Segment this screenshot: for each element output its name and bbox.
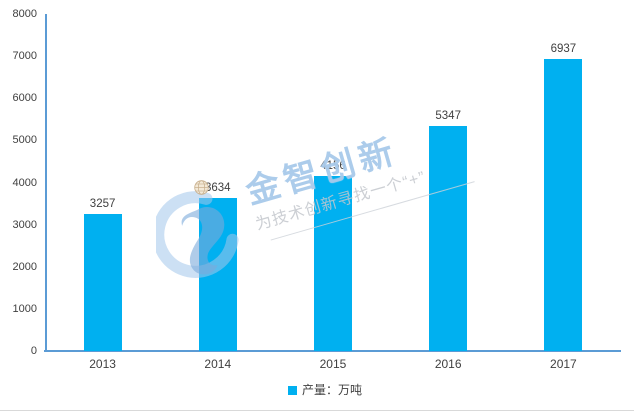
- y-axis-tick-label: 8000: [12, 8, 37, 20]
- legend: 产量：万吨: [8, 382, 634, 398]
- bar-value-label: 3257: [89, 197, 116, 210]
- x-axis-tick-label: 2017: [550, 357, 577, 371]
- y-axis-tick-label: 3000: [12, 218, 37, 231]
- x-axis-tick-label: 2015: [319, 357, 347, 371]
- bar-2015: [314, 175, 352, 351]
- bar-value-label: 4156: [320, 159, 346, 172]
- watermark-text-group: 金智创新 为技术创新寻找一个“+”: [242, 93, 550, 243]
- bar-value-label: 6937: [550, 42, 577, 55]
- x-axis-tick-label: 2016: [434, 357, 462, 371]
- y-axis-tick-label: 4000: [12, 176, 37, 189]
- bar-2013: [83, 213, 122, 351]
- watermark-brand-text: 金智创新: [241, 132, 403, 212]
- y-axis-tick-label: 7000: [12, 50, 37, 63]
- y-axis-tick-label: 2000: [12, 260, 37, 273]
- bar-2014: [198, 197, 237, 351]
- bar-2016: [429, 125, 468, 351]
- y-axis-tick-label: 1000: [12, 302, 37, 315]
- y-axis-tick-label: 6000: [12, 92, 37, 105]
- legend-marker-icon: [287, 385, 297, 395]
- x-axis-tick-label: 2014: [204, 357, 232, 371]
- bar-value-label: 3634: [205, 181, 231, 194]
- x-axis-line: [44, 350, 621, 352]
- bar-value-label: 5347: [435, 109, 461, 122]
- y-axis-line: [45, 14, 47, 351]
- bar-2017: [544, 58, 583, 351]
- x-axis-tick-label: 2013: [89, 357, 116, 371]
- y-axis-tick-label: 0: [30, 345, 37, 357]
- bottom-divider: [0, 410, 634, 411]
- watermark-slogan-text: 为技术创新寻找一个“+”: [253, 168, 428, 234]
- legend-label: 产量：万吨: [301, 383, 362, 397]
- y-axis-tick-label: 5000: [12, 134, 37, 147]
